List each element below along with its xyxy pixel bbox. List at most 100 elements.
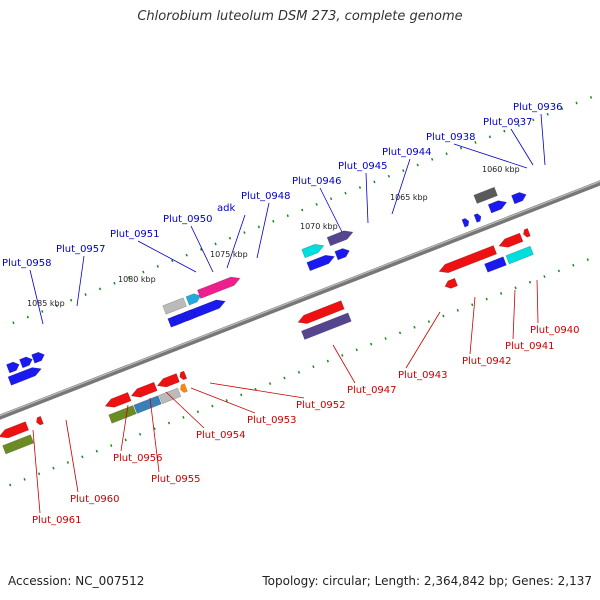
tick-mark xyxy=(398,331,402,335)
forward-gene-arrow xyxy=(306,254,336,272)
forward-gene-arrow xyxy=(197,276,241,299)
tick-mark xyxy=(341,354,344,357)
tick-mark xyxy=(301,208,304,212)
reverse-gene-arrow xyxy=(180,383,188,393)
reverse-gene-arrow xyxy=(498,232,524,248)
reverse-gene-arrow xyxy=(0,421,30,439)
tick-mark xyxy=(503,129,506,133)
kbp-marker-label: 1075 kbp xyxy=(210,250,248,259)
tick-mark xyxy=(268,382,272,385)
forward-gene-label: Plut_0944 xyxy=(382,147,432,158)
tick-mark xyxy=(127,276,131,280)
reverse-gene-arrow xyxy=(523,228,531,238)
tick-mark xyxy=(211,404,214,408)
kbp-marker-label: 1060 kbp xyxy=(482,165,520,174)
reverse-gene-label: Plut_0943 xyxy=(398,370,448,381)
tick-mark xyxy=(257,225,261,229)
tick-mark xyxy=(312,365,315,369)
tick-mark xyxy=(9,483,12,487)
reverse-gene-leader-line xyxy=(149,397,160,473)
forward-gene-leader-line xyxy=(319,187,343,233)
reverse-gene-arrow xyxy=(505,245,534,265)
tick-mark xyxy=(373,180,376,184)
tick-mark xyxy=(546,112,549,116)
tick-mark xyxy=(370,342,373,346)
tick-mark xyxy=(167,421,171,425)
reverse-gene-arrow xyxy=(444,277,458,289)
tick-mark xyxy=(297,370,301,374)
tick-mark xyxy=(171,259,174,263)
forward-gene-leader-line xyxy=(137,240,197,273)
forward-gene-leader-line xyxy=(391,158,411,215)
forward-gene-label: Plut_0958 xyxy=(2,258,52,269)
kbp-marker-label: 1085 kbp xyxy=(27,299,65,308)
forward-gene-label: Plut_0946 xyxy=(292,176,342,187)
reverse-gene-label: Plut_0942 xyxy=(462,356,512,367)
tick-mark xyxy=(199,248,203,251)
reverse-gene-leader-line xyxy=(512,289,516,340)
tick-mark xyxy=(196,410,200,414)
forward-gene-label: Plut_0937 xyxy=(483,117,533,128)
forward-gene-arrow xyxy=(487,200,508,214)
reverse-gene-leader-line xyxy=(469,296,476,355)
tick-mark xyxy=(283,376,286,380)
tick-mark xyxy=(37,472,41,476)
reverse-gene-leader-line xyxy=(332,344,356,384)
forward-gene-arrow xyxy=(301,243,325,259)
reverse-gene-arrow xyxy=(104,392,132,408)
forward-gene-arrow xyxy=(6,361,20,374)
tick-mark xyxy=(185,253,188,257)
tick-mark xyxy=(55,304,58,308)
forward-gene-label: Plut_0950 xyxy=(163,214,213,225)
reverse-gene-arrow xyxy=(133,395,162,414)
tick-mark xyxy=(12,321,15,325)
tick-mark xyxy=(543,275,546,278)
reverse-gene-leader-line xyxy=(209,382,305,399)
reverse-gene-arrow xyxy=(36,415,44,426)
forward-gene-leader-line xyxy=(256,202,270,259)
tick-mark xyxy=(427,320,431,324)
reverse-gene-leader-line xyxy=(65,419,79,493)
tick-mark xyxy=(243,231,246,234)
forward-gene-leader-line xyxy=(510,128,534,166)
tick-mark xyxy=(95,449,98,453)
forward-gene-arrow xyxy=(19,356,33,369)
tick-mark xyxy=(557,269,561,273)
reverse-gene-arrow xyxy=(301,312,352,340)
forward-gene-arrow xyxy=(473,213,482,223)
reverse-gene-label: Plut_0955 xyxy=(151,474,201,485)
forward-gene-label: Plut_0936 xyxy=(513,102,563,113)
forward-gene-arrow xyxy=(326,230,354,247)
reverse-gene-arrow xyxy=(484,256,507,273)
tick-mark xyxy=(113,281,116,285)
reverse-gene-label: Plut_0940 xyxy=(530,325,580,336)
reverse-gene-label: Plut_0953 xyxy=(247,415,297,426)
forward-gene-leader-line xyxy=(365,172,369,224)
tick-mark xyxy=(272,219,275,223)
kbp-marker-label: 1080 kbp xyxy=(118,275,156,284)
genome-backbone xyxy=(0,180,600,420)
tick-mark xyxy=(254,387,257,391)
reverse-gene-leader-line xyxy=(536,279,539,324)
tick-mark xyxy=(81,455,84,459)
forward-gene-arrow xyxy=(172,314,184,326)
tick-mark xyxy=(532,118,535,122)
tick-mark xyxy=(413,325,416,329)
forward-gene-arrow xyxy=(473,186,498,204)
forward-gene-label: Plut_0948 xyxy=(241,191,291,202)
tick-mark xyxy=(445,152,448,156)
reverse-gene-leader-line xyxy=(120,404,129,452)
forward-gene-leader-line xyxy=(76,255,85,307)
tick-mark xyxy=(286,214,289,218)
forward-gene-leader-line xyxy=(29,269,44,325)
forward-gene-label: Plut_0951 xyxy=(110,229,160,240)
reverse-gene-label: Plut_0960 xyxy=(70,494,120,505)
tick-mark xyxy=(156,264,159,268)
forward-gene-leader-line xyxy=(453,143,528,169)
tick-mark xyxy=(459,146,463,150)
tick-mark xyxy=(41,310,44,313)
tick-mark xyxy=(442,314,445,318)
tick-mark xyxy=(138,432,142,436)
reverse-gene-arrow xyxy=(438,245,498,274)
